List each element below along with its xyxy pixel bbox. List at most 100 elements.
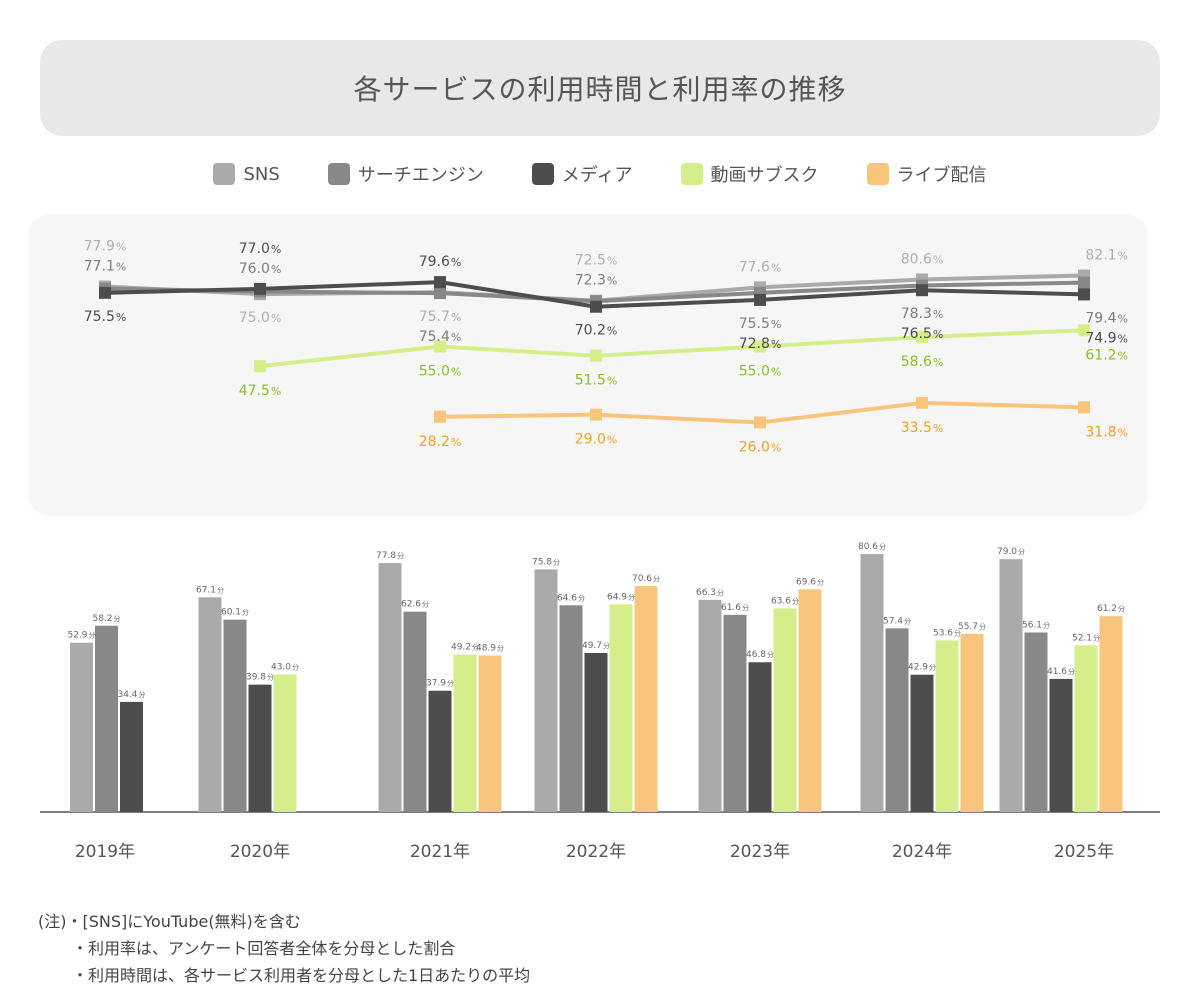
legend-swatch-sns [213, 163, 236, 185]
rate-label-video-subscription: 51.5% [575, 373, 618, 389]
bar-live-streaming [798, 589, 822, 812]
legend-item-sns: SNS [213, 163, 280, 185]
rate-label-sns: 72.5% [575, 253, 618, 269]
rate-label-live-streaming: 31.8% [1085, 424, 1128, 440]
bar-label-media: 34.4分 [117, 690, 145, 700]
rate-label-sns: 77.9% [84, 239, 127, 255]
bar-label-live-streaming: 70.6分 [632, 574, 660, 584]
bar-video-subscription [935, 640, 959, 812]
line-point-media [254, 282, 266, 295]
legend-swatch-media [531, 163, 554, 185]
line-point-live-streaming [434, 410, 446, 423]
x-tick-label: 2020年 [230, 842, 290, 862]
line-point-video-subscription [434, 340, 446, 353]
bar-label-live-streaming: 61.2分 [1097, 604, 1125, 614]
legend-swatch-video-subscription [680, 163, 703, 185]
x-tick-label: 2023年 [730, 842, 790, 862]
bar-label-sns: 66.3分 [696, 588, 724, 598]
bar-label-sns: 67.1分 [196, 585, 224, 595]
bar-label-media: 37.9分 [426, 679, 454, 689]
bar-sns [999, 559, 1023, 812]
usage-rate-panel [28, 214, 1148, 516]
rate-label-video-subscription: 61.2% [1085, 347, 1128, 363]
rate-label-media: 75.5% [84, 309, 127, 325]
line-point-video-subscription [1078, 324, 1090, 337]
bar-search-engine [223, 619, 247, 812]
rate-label-live-streaming: 26.0% [739, 440, 782, 456]
note-line: ・利用率は、アンケート回答者全体を分母とした割合 [72, 939, 456, 958]
bar-media [248, 684, 272, 812]
rate-label-live-streaming: 33.5% [901, 420, 944, 436]
line-point-video-subscription [254, 360, 266, 373]
note-line: (注)・[SNS]にYouTube(無料)を含む [38, 912, 301, 931]
bar-label-media: 42.9分 [908, 663, 936, 673]
bar-search-engine [403, 611, 427, 812]
line-point-media [99, 286, 111, 299]
legend-item-media: メディア [531, 161, 633, 187]
legend-item-search-engine: サーチエンジン [327, 161, 484, 187]
rate-label-search-engine: 77.1% [84, 259, 127, 275]
bar-label-sns: 79.0分 [997, 547, 1025, 557]
rate-label-media: 76.5% [901, 326, 944, 342]
bar-sns [378, 563, 402, 812]
bar-sns [860, 554, 884, 812]
rate-label-search-engine: 79.4% [1085, 310, 1128, 326]
bar-label-search-engine: 58.2分 [92, 614, 120, 624]
line-point-video-subscription [916, 331, 928, 344]
line-point-live-streaming [754, 416, 766, 429]
bar-label-media: 46.8分 [746, 650, 774, 660]
legend-swatch-live-streaming [866, 163, 889, 185]
bar-label-sns: 80.6分 [858, 542, 886, 552]
bar-label-search-engine: 56.1分 [1022, 620, 1050, 630]
bar-search-engine [95, 625, 118, 812]
line-point-video-subscription [754, 340, 766, 353]
legend-swatch-search-engine [327, 163, 350, 185]
bar-label-sns: 75.8分 [532, 557, 560, 567]
line-point-live-streaming [590, 408, 602, 421]
usage-rate-line-chart: 77.9% 77.1% 75.5% 77.0% 76.0% 75.0% 79.6% 75.7%… [84, 239, 1128, 456]
bar-label-sns: 77.8分 [376, 551, 404, 561]
legend-label-media: メディア [561, 165, 633, 186]
usage-time-bar-chart: 52.9分 58.2分 34.4分 2019年 67.1分 60.1分 39.8分43.0分… [40, 542, 1160, 862]
legend: SNS サーチエンジン メディア 動画サブスク ライブ配信 [0, 160, 1200, 188]
x-tick-label: 2022年 [566, 842, 626, 862]
line-point-video-subscription [590, 349, 602, 362]
bar-media [428, 690, 452, 812]
bar-video-subscription [453, 654, 477, 812]
rate-label-video-subscription: 55.0% [739, 364, 782, 380]
bar-label-live-streaming: 69.6分 [796, 577, 824, 587]
rate-label-video-subscription: 47.5% [239, 383, 282, 399]
bar-video-subscription [1074, 645, 1098, 812]
bar-video-subscription [773, 608, 797, 812]
rate-label-media: 77.0% [239, 241, 282, 257]
bar-label-live-streaming: 48.9分 [476, 644, 504, 654]
bar-live-streaming [1099, 616, 1123, 812]
bar-label-media: 39.8分 [246, 673, 274, 683]
rate-label-live-streaming: 28.2% [419, 434, 462, 450]
rate-label-media: 79.6% [419, 254, 462, 270]
line-point-media [916, 284, 928, 297]
bar-label-media: 41.6分 [1047, 667, 1075, 677]
bar-search-engine [723, 614, 747, 812]
line-point-media [754, 293, 766, 306]
line-point-search-engine [434, 287, 446, 300]
chart-title: 各サービスの利用時間と利用率の推移 [353, 73, 847, 106]
rate-label-sns: 80.6% [901, 251, 944, 267]
line-series-video-subscription [259, 328, 1085, 369]
bar-label-video-subscription: 64.9分 [607, 592, 635, 602]
rate-label-video-subscription: 58.6% [901, 354, 944, 370]
bar-label-search-engine: 62.6分 [401, 600, 429, 610]
bar-media [748, 662, 772, 812]
bar-label-search-engine: 64.6分 [557, 593, 585, 603]
bar-video-subscription [273, 674, 297, 812]
bar-label-video-subscription: 63.6分 [771, 596, 799, 606]
bar-label-video-subscription: 49.2分 [451, 643, 479, 653]
bar-label-live-streaming: 55.7分 [958, 622, 986, 632]
rate-label-search-engine: 72.3% [575, 273, 618, 289]
legend-label-video-subscription: 動画サブスク [710, 165, 819, 186]
line-point-media [590, 300, 602, 313]
line-point-media [434, 276, 446, 289]
x-tick-label: 2019年 [75, 842, 135, 862]
line-point-search-engine [1078, 276, 1090, 289]
bar-live-streaming [634, 586, 658, 812]
